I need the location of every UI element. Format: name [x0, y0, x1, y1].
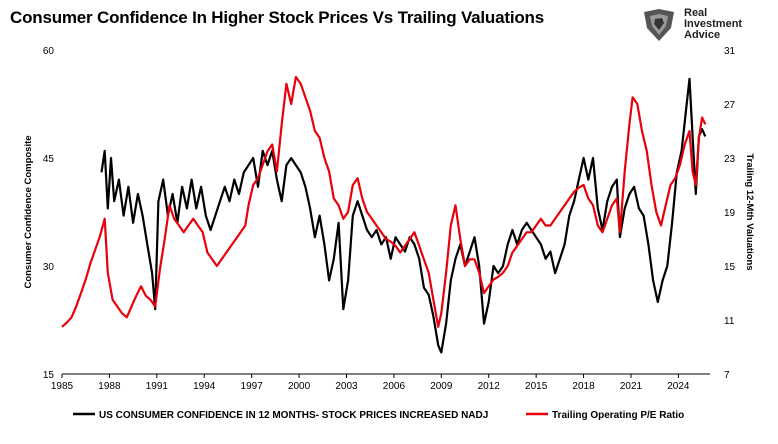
- series-lines: [61, 75, 707, 354]
- y-left-tick-label: 30: [43, 262, 55, 273]
- brand-line-3: Advice: [684, 29, 721, 41]
- x-tick-label: 1985: [51, 381, 74, 392]
- legend-label-pe-ratio: Trailing Operating P/E Ratio: [552, 410, 684, 421]
- brand-logo: Real Investment Advice: [640, 6, 770, 46]
- x-tick-label: 2009: [430, 381, 453, 392]
- eagle-logo-icon: [644, 9, 674, 41]
- series-line-consumer-confidence: [100, 77, 707, 354]
- x-tick-label: 2018: [572, 381, 595, 392]
- y-right-tick-label: 23: [724, 154, 736, 165]
- y-right-tick-label: 15: [724, 262, 736, 273]
- x-tick-label: 2006: [383, 381, 406, 392]
- y-left-tick-label: 45: [43, 154, 55, 165]
- y-right-tick-label: 27: [724, 100, 736, 111]
- legend-label-consumer-confidence: US CONSUMER CONFIDENCE IN 12 MONTHS- STO…: [99, 410, 488, 421]
- y-right-tick-label: 7: [724, 370, 730, 381]
- chart-title: Consumer Confidence In Higher Stock Pric…: [10, 8, 544, 27]
- y-left-tick-label: 15: [43, 370, 55, 381]
- x-tick-label: 1991: [146, 381, 169, 392]
- x-tick-label: 2003: [335, 381, 358, 392]
- brand-line-1: Real: [684, 7, 708, 19]
- y-right-tick-label: 19: [724, 208, 736, 219]
- brand-wordmark: Real Investment Advice: [684, 8, 742, 41]
- y-right-tick-label: 11: [724, 316, 735, 327]
- x-tick-label: 2000: [288, 381, 311, 392]
- legend: US CONSUMER CONFIDENCE IN 12 MONTHS- STO…: [73, 410, 684, 421]
- y-right-axis-title: Trailing 12-Mth Valuations: [744, 153, 755, 270]
- x-tick-label: 2024: [667, 381, 690, 392]
- x-tick-label: 1988: [98, 381, 121, 392]
- x-tick-label: 2012: [478, 381, 501, 392]
- y-left-axis-title: Consumer Confidence Composite: [23, 135, 34, 288]
- x-tick-label: 2021: [620, 381, 643, 392]
- x-tick-label: 1994: [193, 381, 216, 392]
- series-line-pe-ratio: [61, 75, 707, 328]
- x-tick-label: 2015: [525, 381, 548, 392]
- brand-line-2: Investment: [684, 18, 743, 30]
- x-tick-label: 1997: [241, 381, 264, 392]
- y-right-tick-label: 31: [724, 46, 736, 57]
- y-left-tick-label: 60: [43, 46, 55, 57]
- axes: 1985 1988 1991 1994 1997 2000 2003 2006 2009 2012…: [23, 46, 755, 392]
